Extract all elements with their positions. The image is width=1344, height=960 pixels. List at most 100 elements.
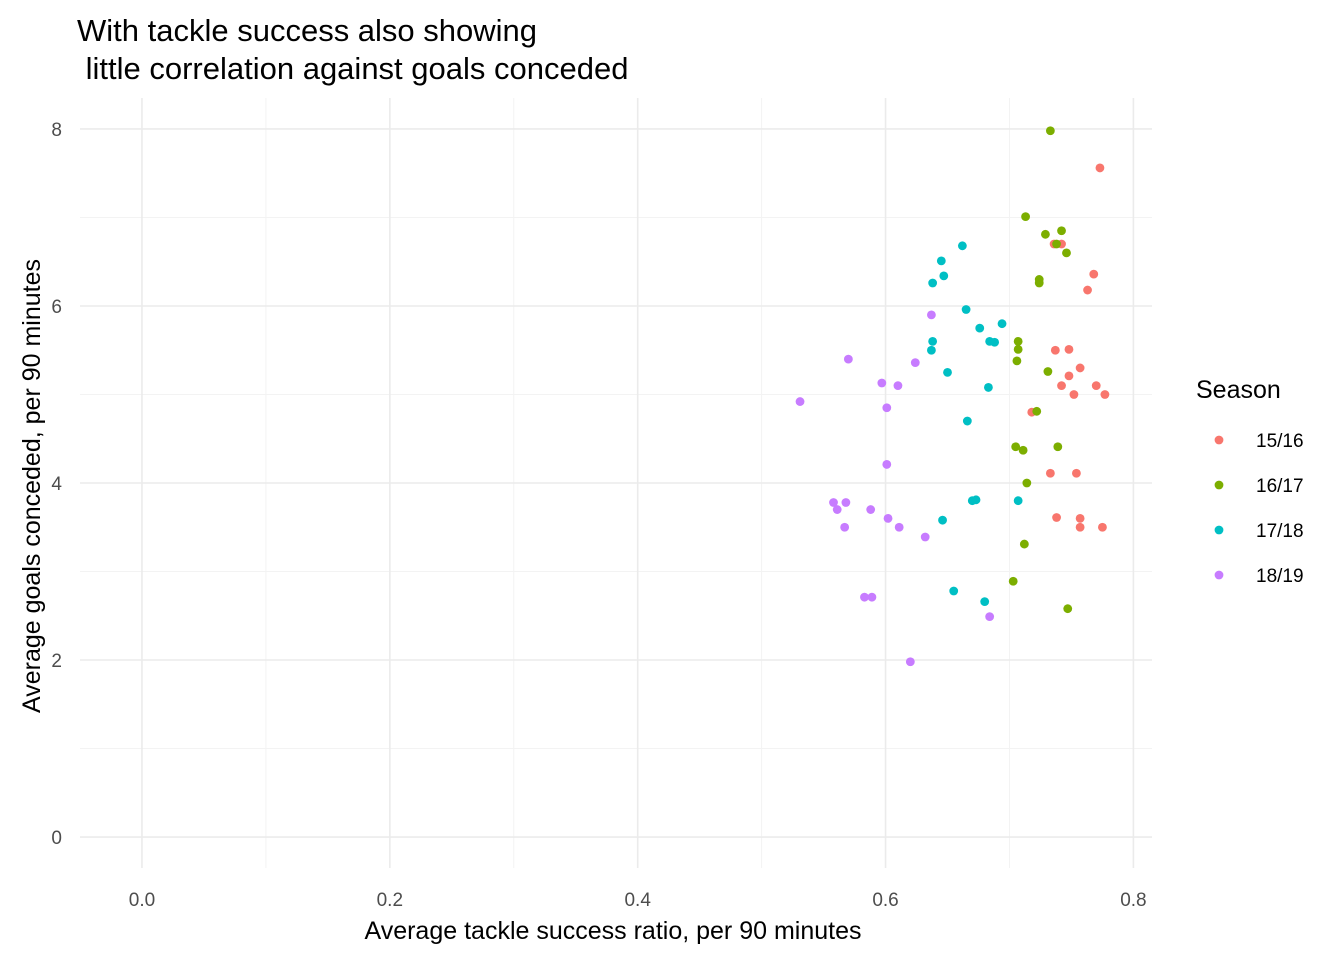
data-point: [943, 367, 952, 377]
data-point: [1089, 269, 1099, 279]
data-point: [1012, 356, 1022, 366]
data-point: [877, 378, 887, 388]
data-point: [1100, 390, 1110, 399]
data-point: [867, 592, 877, 602]
data-point: [1043, 367, 1053, 376]
data-point: [1041, 229, 1050, 239]
data-point: [1098, 522, 1107, 532]
data-point: [928, 336, 938, 346]
legend: Season 15/16 16/17 17/18 18/19: [1196, 376, 1304, 587]
data-point: [883, 514, 893, 523]
series-16-17: [1008, 126, 1073, 614]
data-point: [882, 460, 892, 469]
y-tick-label: 0: [51, 828, 62, 849]
x-tick-label: 0.6: [872, 890, 898, 911]
data-point: [1022, 478, 1032, 488]
chart-title-line-1: With tackle success also showing: [77, 13, 537, 48]
series-15-16: [1027, 163, 1110, 532]
data-point: [1013, 496, 1023, 506]
series-17-18: [927, 241, 1023, 606]
x-tick-label: 0.0: [129, 890, 155, 911]
legend-key: [1214, 435, 1224, 445]
data-point: [910, 358, 920, 368]
data-point: [1052, 239, 1061, 249]
data-point: [1075, 522, 1085, 532]
data-point: [1050, 345, 1060, 355]
data-point: [1052, 513, 1061, 522]
data-point: [997, 319, 1007, 329]
data-point: [1075, 514, 1085, 523]
data-point: [1063, 604, 1073, 614]
data-point: [905, 657, 915, 667]
x-tick-label: 0.4: [624, 890, 651, 911]
data-point: [1095, 163, 1105, 173]
data-point: [936, 256, 946, 266]
legend-title: Season: [1196, 376, 1281, 404]
data-point: [1083, 285, 1092, 295]
series-18-19: [795, 310, 995, 667]
data-point: [928, 278, 938, 288]
data-points: [795, 126, 1110, 667]
data-point: [840, 522, 850, 532]
data-point: [975, 323, 985, 333]
y-tick-label: 6: [51, 297, 62, 318]
data-point: [841, 498, 851, 507]
data-point: [860, 592, 869, 602]
legend-label: 16/17: [1256, 476, 1304, 497]
data-point: [1018, 445, 1028, 455]
y-tick-label: 4: [51, 474, 62, 495]
legend-label: 17/18: [1256, 521, 1304, 542]
x-axis-title: Average tackle success ratio, per 90 min…: [364, 917, 861, 945]
y-axis-title: Average goals conceded, per 90 minutes: [18, 259, 46, 713]
data-point: [843, 354, 853, 364]
data-point: [1013, 344, 1023, 354]
data-point: [971, 495, 981, 505]
legend-key: [1214, 480, 1224, 490]
data-point: [1008, 576, 1018, 586]
data-point: [961, 305, 971, 314]
data-point: [1013, 336, 1023, 346]
data-point: [938, 515, 947, 525]
data-point: [1034, 278, 1044, 288]
y-tick-label: 2: [51, 651, 62, 672]
data-point: [866, 505, 876, 514]
legend-label: 15/16: [1256, 431, 1304, 452]
data-point: [1057, 381, 1066, 391]
data-point: [985, 612, 995, 622]
legend-label: 18/19: [1256, 566, 1304, 587]
data-point: [1032, 406, 1042, 416]
x-tick-label: 0.2: [377, 890, 403, 911]
data-point: [1069, 390, 1079, 399]
data-point: [927, 345, 936, 355]
data-point: [939, 271, 949, 281]
x-tick-labels: 0.0 0.2 0.4 0.6 0.8: [129, 890, 1147, 911]
data-point: [893, 381, 903, 391]
data-point: [990, 337, 1000, 347]
data-point: [882, 403, 892, 413]
y-tick-label: 8: [51, 120, 62, 141]
data-point: [984, 383, 993, 392]
data-point: [962, 416, 972, 426]
data-point: [832, 505, 842, 514]
y-tick-labels: 0 2 4 6 8: [51, 120, 62, 849]
data-point: [1045, 468, 1055, 478]
data-point: [1057, 226, 1066, 236]
data-point: [829, 498, 838, 507]
legend-key: [1214, 570, 1224, 580]
x-tick-label: 0.8: [1120, 890, 1146, 911]
data-point: [795, 397, 805, 406]
data-point: [1072, 468, 1081, 478]
data-point: [920, 532, 930, 542]
data-point: [1045, 126, 1055, 136]
data-point: [980, 597, 990, 606]
data-point: [1064, 344, 1074, 354]
chart-title-line-2: little correlation against goals concede…: [77, 51, 628, 86]
data-point: [1011, 442, 1021, 452]
data-point: [1064, 371, 1074, 381]
data-point: [1019, 539, 1029, 549]
grid-lines: [80, 98, 1152, 868]
data-point: [1075, 363, 1085, 373]
data-point: [927, 310, 936, 320]
data-point: [949, 586, 959, 596]
